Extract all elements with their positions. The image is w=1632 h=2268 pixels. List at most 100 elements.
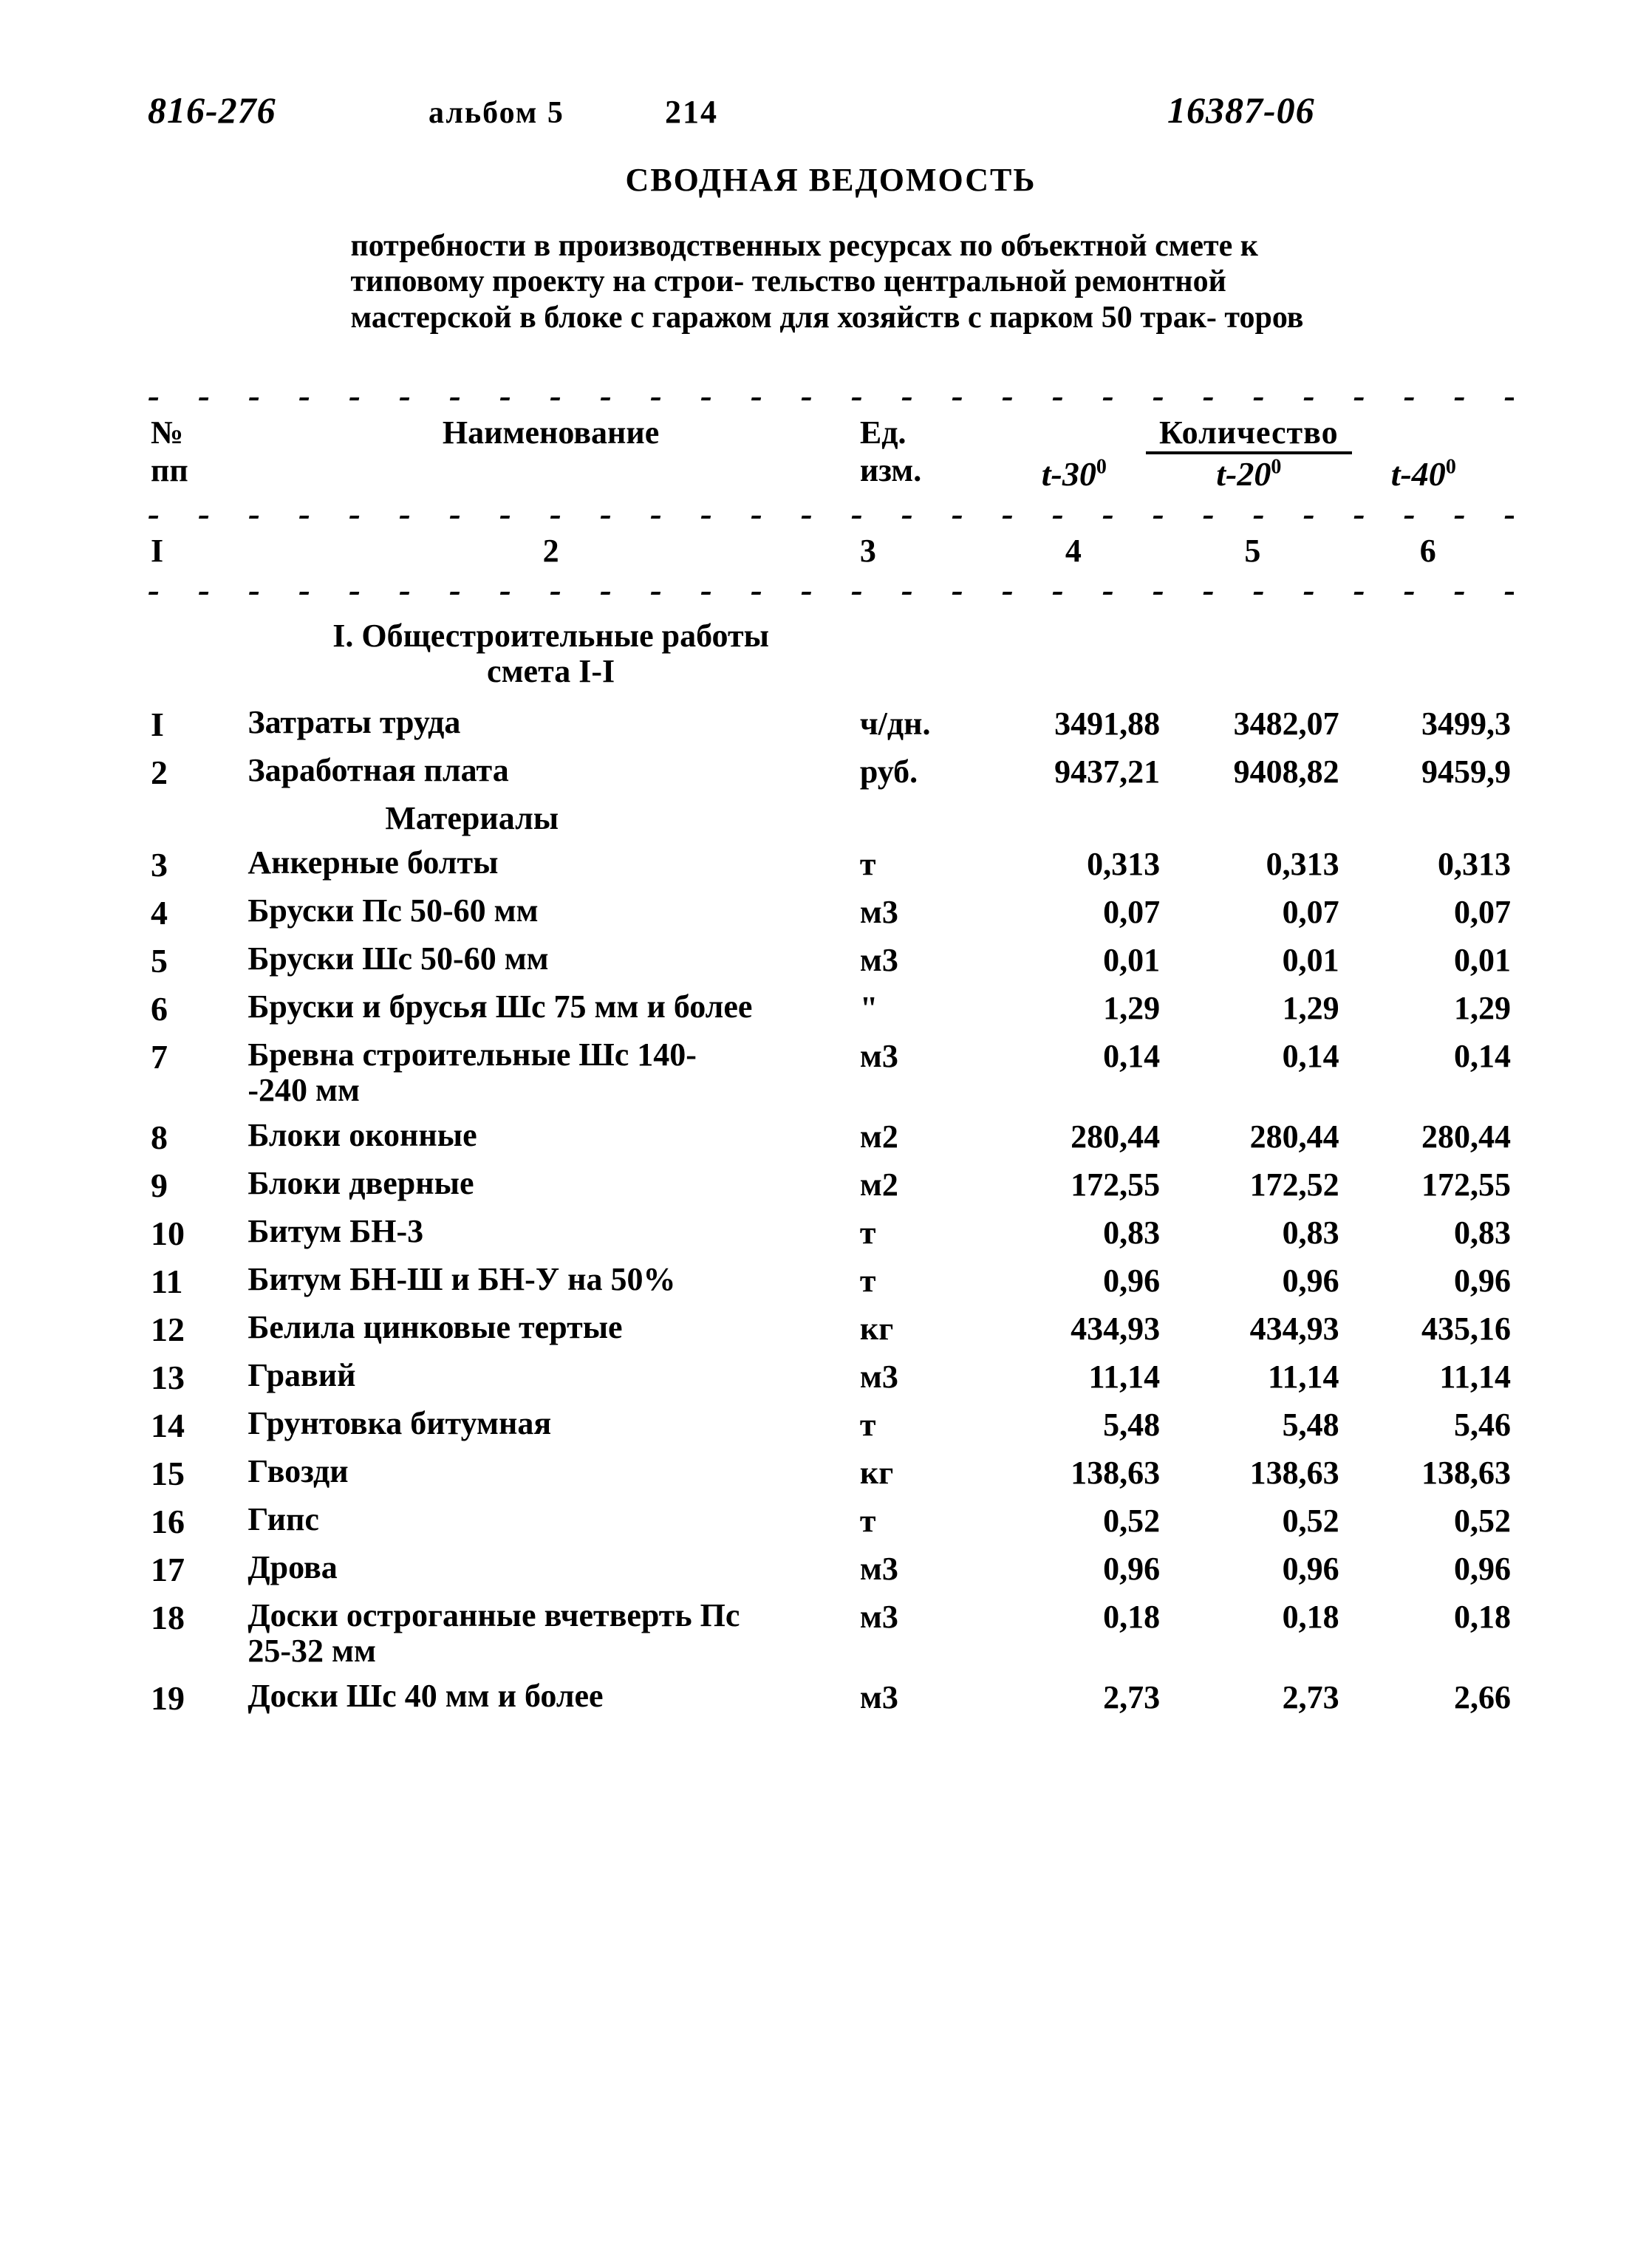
row-name: Битум БН-3 [245,1209,857,1257]
row-v20: 138,63 [1163,1449,1342,1497]
row-unit: т [857,1257,984,1305]
row-num: 14 [148,1401,245,1449]
row-v40: 172,55 [1342,1161,1514,1209]
row-name: Гравий [245,1353,857,1401]
colnum-3: 3 [857,527,984,574]
row-v20: 0,83 [1163,1209,1342,1257]
table-row: 10 Битум БН-3 т 0,83 0,83 0,83 [148,1209,1514,1257]
row-v40: 9459,9 [1342,748,1514,796]
row-unit: т [857,1401,984,1449]
page-marker: 214 [665,93,975,131]
row-num: 11 [148,1257,245,1305]
section-heading-row: I. Общестроительные работы смета I-I [148,604,1514,700]
row-unit: т [857,1497,984,1545]
row-unit: т [857,841,984,889]
row-v30: 11,14 [984,1353,1163,1401]
row-num: 12 [148,1305,245,1353]
table-row: 7 Бревна строительные Шс 140- -240 мм м3… [148,1033,1514,1113]
table-row: 3 Анкерные болты т 0,313 0,313 0,313 [148,841,1514,889]
row-v40: 1,29 [1342,985,1514,1033]
divider-dashes: - - - - - - - - - - - - - - - - - - - - … [148,574,1514,604]
row-unit: м3 [857,1545,984,1594]
row-name: Доски остроганные вчетверть Пс 25-32 мм [245,1594,857,1674]
row-unit: м3 [857,1353,984,1401]
row-v30: 0,83 [984,1209,1163,1257]
row-unit: м3 [857,937,984,985]
row-v40: 138,63 [1342,1449,1514,1497]
document-page: 816-276 альбом 5 214 16387-06 СВОДНАЯ ВЕ… [0,0,1632,2268]
row-num: 17 [148,1545,245,1594]
table-row: 2 Заработная плата руб. 9437,21 9408,82 … [148,748,1514,796]
row-v30: 280,44 [984,1113,1163,1161]
row-v30: 3491,88 [984,700,1163,748]
row-name: Битум БН-Ш и БН-У на 50% [245,1257,857,1305]
row-v40: 0,07 [1342,889,1514,937]
header-table: № пп Наименование Ед. изм. Количество t-… [148,409,1514,498]
row-v20: 0,96 [1163,1545,1342,1594]
table-row: 18 Доски остроганные вчетверть Пс 25-32 … [148,1594,1514,1674]
row-v30: 5,48 [984,1401,1163,1449]
subheading-materials: Материалы [245,796,857,841]
row-v20: 0,96 [1163,1257,1342,1305]
row-v40: 0,96 [1342,1257,1514,1305]
table-row: 19 Доски Шс 40 мм и более м3 2,73 2,73 2… [148,1674,1514,1722]
row-v30: 1,29 [984,985,1163,1033]
row-v30: 2,73 [984,1674,1163,1722]
row-name: Анкерные болты [245,841,857,889]
col-header-num: № пп [148,409,245,498]
row-v40: 0,313 [1342,841,1514,889]
row-v30: 0,14 [984,1033,1163,1113]
table-row: 14 Грунтовка битумная т 5,48 5,48 5,46 [148,1401,1514,1449]
table-row: 8 Блоки оконные м2 280,44 280,44 280,44 [148,1113,1514,1161]
row-v30: 0,52 [984,1497,1163,1545]
row-num: 15 [148,1449,245,1497]
row-v40: 11,14 [1342,1353,1514,1401]
row-v40: 0,96 [1342,1545,1514,1594]
row-v20: 0,52 [1163,1497,1342,1545]
qty-label: Количество [1146,414,1352,454]
row-v20: 2,73 [1163,1674,1342,1722]
row-v20: 0,14 [1163,1033,1342,1113]
row-v20: 1,29 [1163,985,1342,1033]
row-unit: м3 [857,1594,984,1674]
col-header-qty-group: Количество t-300 t-200 t-400 [984,409,1514,498]
row-num: 10 [148,1209,245,1257]
row-num: 4 [148,889,245,937]
row-v40: 2,66 [1342,1674,1514,1722]
row-v40: 0,01 [1342,937,1514,985]
row-num: 19 [148,1674,245,1722]
divider-dashes: - - - - - - - - - - - - - - - - - - - - … [148,498,1514,527]
row-num: I [148,700,245,748]
row-unit: м3 [857,889,984,937]
table-row: 12 Белила цинковые тертые кг 434,93 434,… [148,1305,1514,1353]
col-header-t20: t-200 [1161,454,1336,493]
row-v30: 0,18 [984,1594,1163,1674]
table-row: 4 Бруски Пс 50-60 мм м3 0,07 0,07 0,07 [148,889,1514,937]
album-label: альбом 5 [429,95,665,131]
section-heading: I. Общестроительные работы смета I-I [245,604,857,700]
document-description: потребности в производственных ресурсах … [351,228,1311,335]
row-v20: 172,52 [1163,1161,1342,1209]
row-v30: 0,07 [984,889,1163,937]
row-v20: 9408,82 [1163,748,1342,796]
row-unit: " [857,985,984,1033]
row-v20: 0,18 [1163,1594,1342,1674]
row-name: Доски Шс 40 мм и более [245,1674,857,1722]
row-unit: м3 [857,1674,984,1722]
row-v30: 9437,21 [984,748,1163,796]
table-row: 9 Блоки дверные м2 172,55 172,52 172,55 [148,1161,1514,1209]
row-v30: 0,313 [984,841,1163,889]
row-name: Блоки дверные [245,1161,857,1209]
header-line: 816-276 альбом 5 214 16387-06 [148,89,1514,131]
row-name: Белила цинковые тертые [245,1305,857,1353]
table-row: I Затраты труда ч/дн. 3491,88 3482,07 34… [148,700,1514,748]
row-v40: 0,52 [1342,1497,1514,1545]
row-v20: 11,14 [1163,1353,1342,1401]
row-name: Дрова [245,1545,857,1594]
row-unit: ч/дн. [857,700,984,748]
row-v40: 0,83 [1342,1209,1514,1257]
row-v20: 5,48 [1163,1401,1342,1449]
row-unit: м2 [857,1113,984,1161]
row-name: Гипс [245,1497,857,1545]
row-v30: 0,96 [984,1545,1163,1594]
